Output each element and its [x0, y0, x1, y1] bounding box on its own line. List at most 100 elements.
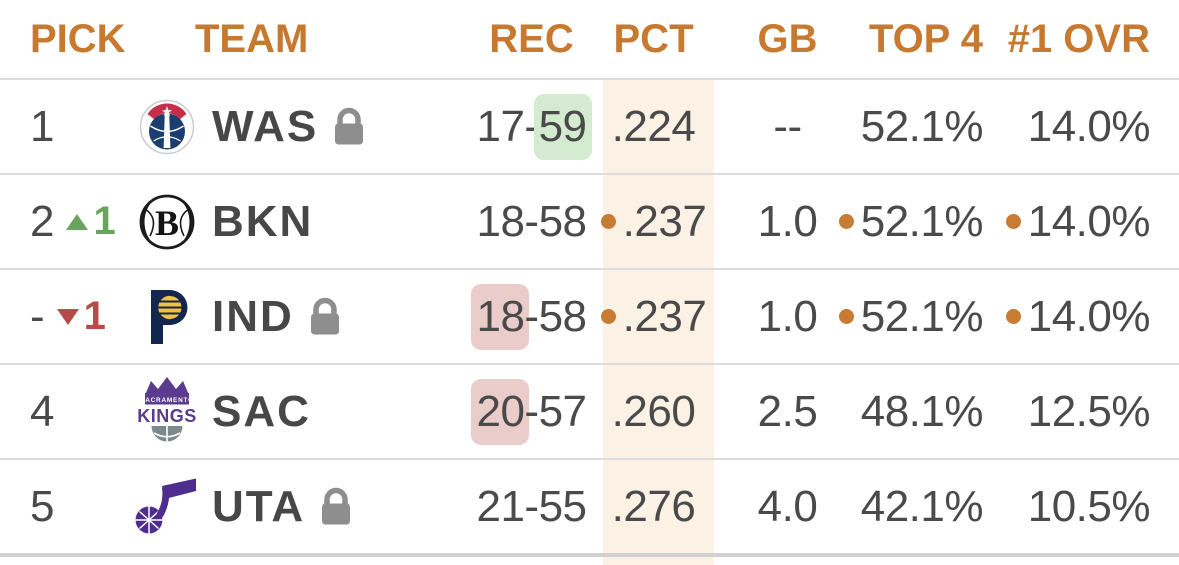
kings-logo-icon: SACRAMENTO KINGS: [132, 373, 202, 451]
pct-value: .260: [611, 386, 696, 436]
kings-logo-name-text: KINGS: [138, 406, 196, 426]
tie-dot-icon: [1005, 309, 1021, 324]
jazz-logo-icon: [132, 478, 202, 536]
team-abbr: UTA: [212, 481, 306, 531]
pick-number: 1: [30, 101, 55, 151]
record-separator: -: [524, 291, 539, 341]
table-row: 4 SACRAMENTO KINGS SAC 20 - 57 .2: [0, 365, 1179, 460]
tie-dot-icon: [838, 214, 854, 229]
table-row: 2 1 B BKN 18 - 58: [0, 175, 1179, 270]
gb-value: 2.5: [757, 386, 818, 436]
col-header-gb[interactable]: GB: [757, 16, 818, 61]
record-cell: 21 - 55: [460, 460, 593, 553]
pick-number: 5: [30, 481, 55, 531]
table-row: 5 UTA 21 - 55: [0, 460, 1179, 557]
record-losses: 58: [538, 291, 587, 341]
record-losses: 55: [538, 481, 587, 531]
first-overall-cell: 10.5%: [985, 460, 1179, 553]
pick-cell: 2 1: [0, 175, 130, 268]
record-cell: 17 - 59: [460, 80, 593, 173]
pct-cell: .276: [593, 460, 714, 553]
pick-number: -: [30, 291, 45, 341]
col-header-first-overall[interactable]: #1 OVR: [1007, 16, 1150, 61]
team-abbr: SAC: [212, 386, 311, 436]
wizards-logo-icon: ★: [132, 99, 202, 155]
gb-value: --: [773, 101, 802, 151]
pick-cell: 4: [0, 365, 130, 458]
record-cell: 18 - 58: [460, 175, 593, 268]
team-cell[interactable]: ★ WAS: [130, 80, 460, 173]
tie-dot-icon: [600, 214, 616, 229]
pick-cell: - 1: [0, 270, 130, 363]
record-separator: -: [524, 386, 539, 436]
rank-change: 1: [66, 199, 116, 244]
top4-value: 48.1%: [860, 386, 984, 436]
kings-logo-city-text: SACRAMENTO: [140, 397, 194, 404]
record-losses: 59: [533, 93, 592, 160]
first-overall-cell: 14.0%: [985, 270, 1179, 363]
top4-cell: 52.1%: [825, 175, 985, 268]
first-overall-value: 14.0%: [1027, 291, 1151, 341]
rank-down-icon: [56, 308, 79, 325]
team-cell[interactable]: IND: [130, 270, 460, 363]
nets-logo-icon: B: [132, 192, 202, 252]
col-header-rec[interactable]: REC: [489, 16, 574, 61]
record-wins: 18: [476, 196, 525, 246]
table-row: - 1 IND: [0, 270, 1179, 365]
gb-cell: 1.0: [714, 270, 825, 363]
nets-logo-letter: B: [155, 203, 179, 243]
top4-value: 42.1%: [860, 481, 984, 531]
table-row: 1 ★ WAS: [0, 80, 1179, 175]
lock-icon: [308, 297, 342, 337]
tie-dot-icon: [600, 309, 616, 324]
record-wins: 17: [476, 101, 525, 151]
lock-icon: [319, 487, 353, 527]
record-separator: -: [524, 481, 539, 531]
record-separator: -: [524, 196, 539, 246]
col-header-team[interactable]: TEAM: [195, 16, 309, 61]
pct-value: .224: [611, 101, 696, 151]
rank-change: 1: [56, 294, 106, 339]
record-cell: 18 - 58: [460, 270, 593, 363]
col-header-pct[interactable]: PCT: [613, 16, 694, 61]
gb-value: 4.0: [757, 481, 818, 531]
pct-value: .276: [611, 481, 696, 531]
col-header-top4[interactable]: TOP 4: [868, 16, 983, 61]
first-overall-value: 12.5%: [1027, 386, 1151, 436]
team-abbr: IND: [212, 291, 294, 341]
pct-cell: .237: [593, 175, 714, 268]
pct-cell: .224: [593, 80, 714, 173]
first-overall-value: 14.0%: [1027, 101, 1151, 151]
gb-value: 1.0: [757, 291, 818, 341]
team-cell[interactable]: SACRAMENTO KINGS SAC: [130, 365, 460, 458]
col-header-pick[interactable]: PICK: [30, 16, 126, 61]
team-abbr: BKN: [212, 196, 314, 246]
rank-change-amount: 1: [93, 199, 116, 243]
pick-cell: 1: [0, 80, 130, 173]
pick-number: 2: [30, 196, 55, 246]
lock-icon: [332, 107, 366, 147]
record-losses: 57: [538, 386, 587, 436]
gb-cell: 4.0: [714, 460, 825, 553]
pct-value: .237: [622, 196, 707, 246]
first-overall-value: 14.0%: [1027, 196, 1151, 246]
first-overall-cell: 12.5%: [985, 365, 1179, 458]
pct-column-band: [603, 80, 714, 565]
gb-cell: 1.0: [714, 175, 825, 268]
team-cell[interactable]: UTA: [130, 460, 460, 553]
first-overall-cell: 14.0%: [985, 80, 1179, 173]
team-cell[interactable]: B BKN: [130, 175, 460, 268]
top4-value: 52.1%: [860, 101, 984, 151]
team-abbr: WAS: [212, 101, 319, 151]
top4-value: 52.1%: [860, 291, 984, 341]
top4-cell: 52.1%: [825, 270, 985, 363]
top4-cell: 52.1%: [825, 80, 985, 173]
record-losses: 58: [538, 196, 587, 246]
gb-value: 1.0: [757, 196, 818, 246]
top4-cell: 42.1%: [825, 460, 985, 553]
rank-up-icon: [66, 213, 89, 230]
tie-dot-icon: [838, 309, 854, 324]
tie-dot-icon: [1005, 214, 1021, 229]
pct-cell: .237: [593, 270, 714, 363]
